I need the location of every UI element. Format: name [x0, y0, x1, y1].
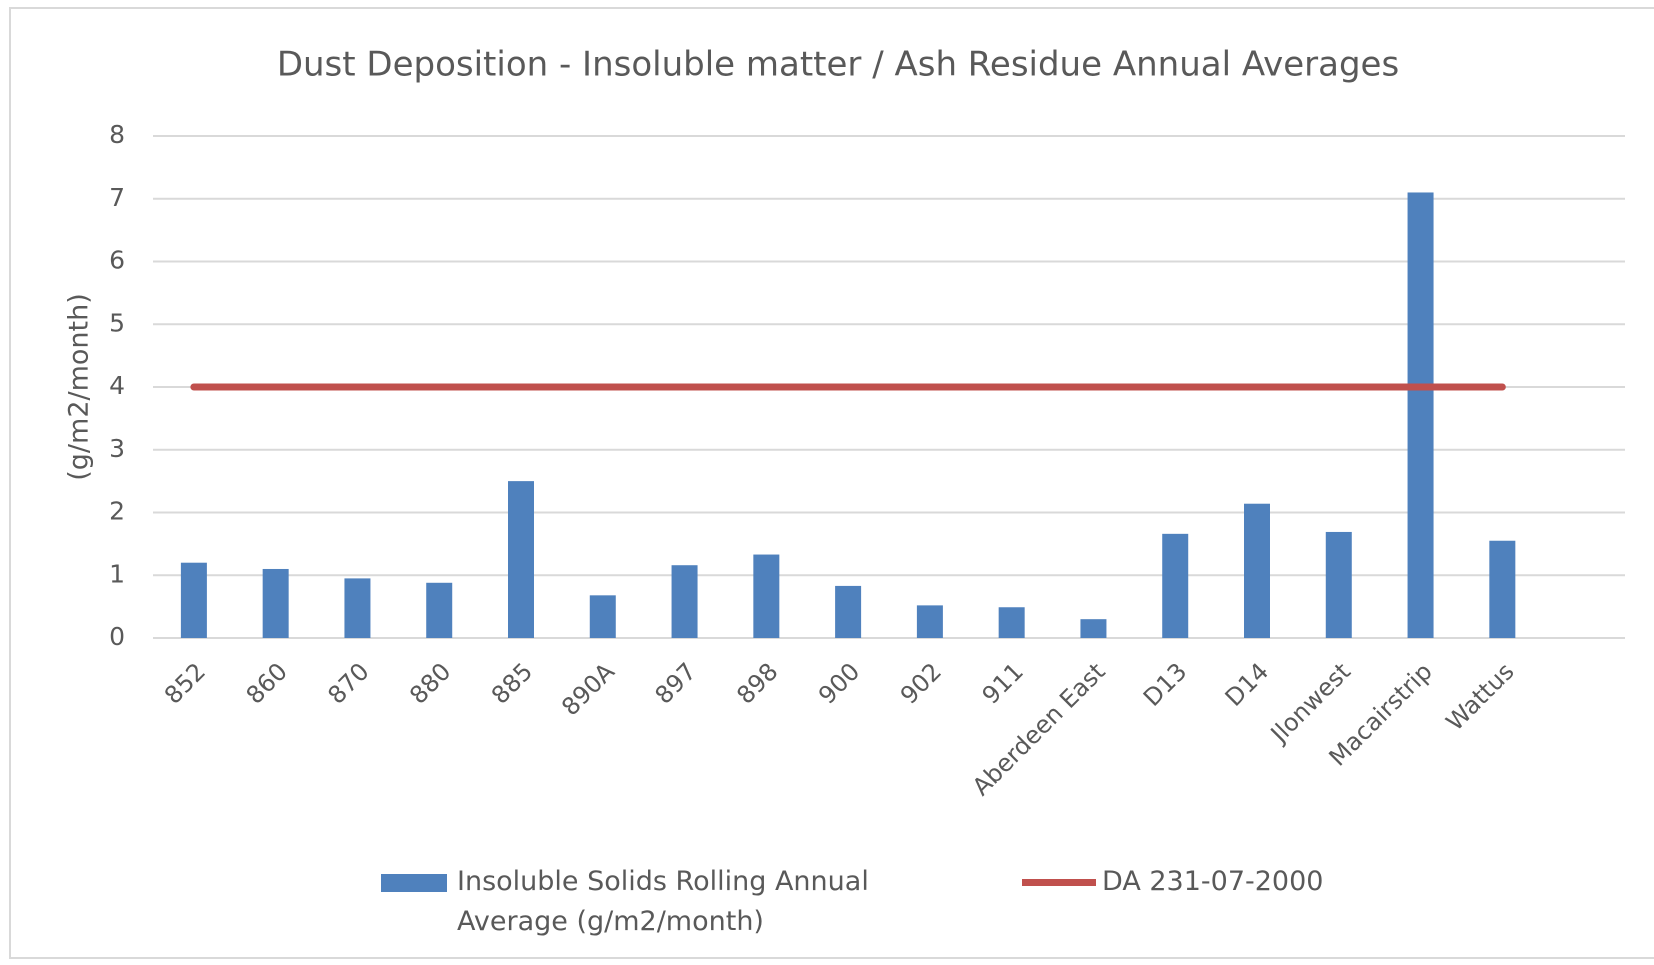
y-tick-label: 5: [109, 308, 125, 337]
bar: [426, 582, 453, 638]
legend-swatch: [1022, 879, 1096, 886]
legend-swatch: [381, 874, 447, 892]
y-tick-label: 4: [109, 371, 125, 400]
bar: [1162, 533, 1189, 638]
legend-label: Insoluble Solids Rolling Annual Average …: [457, 866, 869, 937]
bar: [1244, 503, 1270, 638]
bar: [262, 568, 289, 638]
chart-title: Dust Deposition - Insoluble matter / Ash…: [277, 45, 1399, 85]
bar: [180, 562, 207, 638]
bar: [671, 565, 698, 638]
bar: [589, 595, 616, 638]
y-tick-label: 0: [109, 622, 125, 651]
y-tick-label: 2: [109, 497, 125, 526]
bar: [1489, 540, 1516, 638]
chart-frame: [9, 7, 1654, 959]
y-tick-label: 3: [109, 434, 125, 463]
legend-label: DA 231-07-2000: [1102, 866, 1324, 897]
y-axis-label: (g/m2/month): [64, 293, 95, 481]
bar: [344, 578, 371, 638]
y-tick-label: 1: [109, 559, 125, 588]
bar: [1325, 531, 1352, 638]
y-tick-label: 6: [109, 246, 125, 275]
bar: [1080, 619, 1107, 638]
bar: [835, 585, 862, 638]
y-tick-label: 8: [109, 120, 125, 149]
bar: [1407, 192, 1434, 638]
bar: [998, 607, 1025, 638]
y-tick-label: 7: [109, 183, 125, 212]
bar: [916, 605, 943, 638]
bar: [508, 481, 534, 638]
bar: [753, 554, 780, 638]
